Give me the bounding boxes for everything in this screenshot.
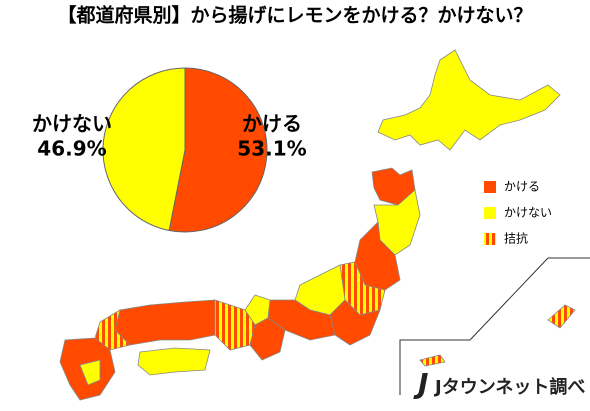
region <box>377 49 561 151</box>
legend-label: 拮抗 <box>504 231 528 246</box>
region <box>419 354 446 367</box>
slice-label: かけない <box>32 112 112 136</box>
slice-label: かける <box>242 112 302 136</box>
title: 【都道府県別】から揚げにレモンをかける？かけない？ <box>57 4 532 27</box>
pie-slice <box>168 67 268 233</box>
pie-slice <box>102 67 186 232</box>
legend-label: かける <box>504 180 540 194</box>
inset-border <box>399 257 549 395</box>
region <box>249 317 286 361</box>
slice-value: 53.1% <box>237 137 306 161</box>
legend-swatch <box>484 233 496 245</box>
japan-map <box>59 49 590 401</box>
region <box>547 304 576 329</box>
region <box>329 299 381 346</box>
region <box>79 359 101 386</box>
slice-value: 46.9% <box>37 137 106 161</box>
logo-mark: J <box>413 367 428 400</box>
source: Jタウンネット調べ <box>433 376 585 398</box>
legend-swatch <box>484 207 496 219</box>
region <box>114 299 216 346</box>
legend-swatch <box>484 181 496 193</box>
region <box>137 347 211 376</box>
legend-label: かけない <box>504 206 552 220</box>
